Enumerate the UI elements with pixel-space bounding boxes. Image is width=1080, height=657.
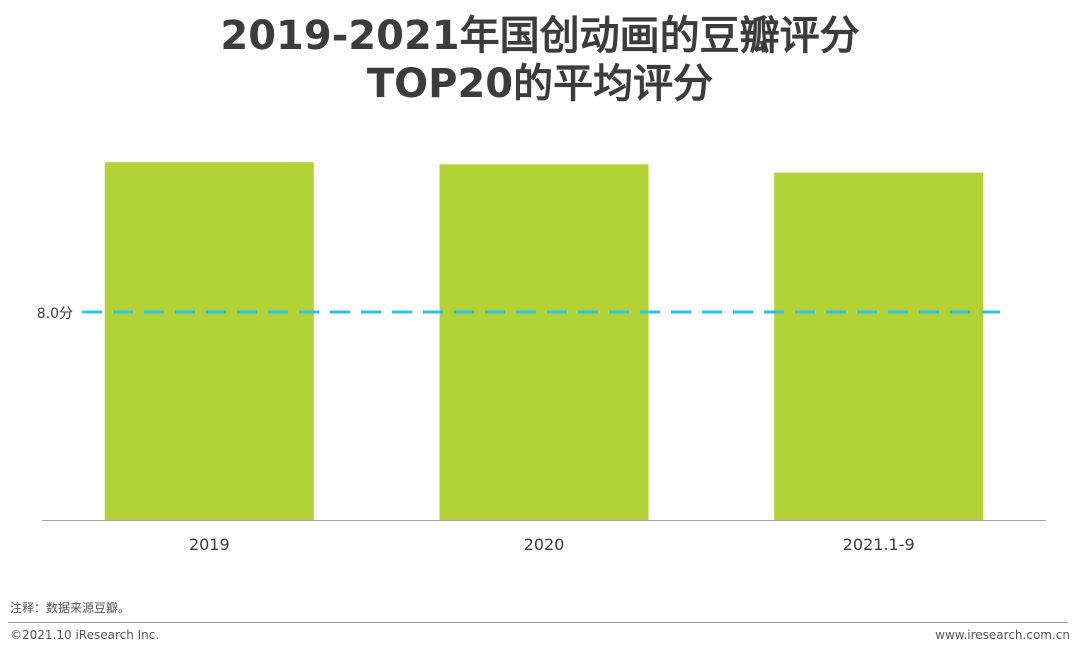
footer-divider [8,622,1068,623]
bar-2020 [439,164,649,521]
chart-title: 2019-2021年国创动画的豆瓣评分 TOP20的平均评分 [0,12,1080,108]
bar-2019 [104,162,314,520]
bar-2021.1-9 [774,172,984,520]
chart-title-line-2: TOP20的平均评分 [366,61,714,107]
website-text: www.iresearch.com.cn [935,628,1070,642]
reference-line-label: 8.0分 [37,306,73,322]
x-tick-label: 2019 [189,535,230,554]
source-note: 注释：数据来源豆瓣。 [10,601,131,615]
x-tick-label: 2020 [524,535,565,554]
chart-title-line-1: 2019-2021年国创动画的豆瓣评分 [220,13,860,59]
x-tick-label: 2021.1-9 [843,535,915,554]
copyright-text: ©2021.10 iResearch Inc. [10,628,160,642]
